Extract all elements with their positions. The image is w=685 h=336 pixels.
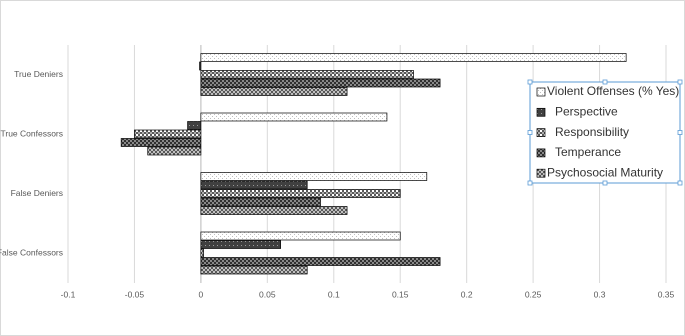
x-tick-label: 0.35 [658,289,675,299]
bar [200,231,401,241]
legend-label: Violent Offenses (% Yes) [547,84,679,98]
x-tick-label: 0.15 [392,289,409,299]
x-tick-label: -0.05 [125,289,145,299]
x-tick-label: 0.2 [461,289,473,299]
y-tick-label: True Confessors [0,129,63,139]
bar [200,206,348,215]
legend-label: Perspective [555,104,618,118]
legend-swatch [536,107,546,117]
selection-handle [602,79,608,85]
legend-swatch [536,168,546,178]
selection-handle [602,180,608,186]
selection-handle [527,180,533,186]
y-tick-label: False Deniers [11,188,63,198]
x-tick-label: 0.25 [525,289,542,299]
x-tick-label: 0.3 [594,289,606,299]
bar [147,146,202,156]
bar [200,240,281,249]
bar [200,70,414,79]
bar [200,112,388,122]
bar [187,121,202,130]
selection-handle [527,130,533,135]
bar [200,172,428,181]
legend-label: Temperance [555,145,621,159]
bar [200,265,308,275]
legend-label: Psychosocial Maturity [547,165,663,179]
selection-handle [677,79,683,85]
selection-handle [527,79,533,85]
bar [200,78,441,88]
x-tick-label: -0.1 [61,289,76,299]
y-tick-label: True Deniers [14,69,63,79]
bar [200,87,348,96]
legend-label: Responsibility [555,125,629,139]
legend-swatch [536,128,546,137]
y-tick-label: False Confessors [0,248,63,258]
bar [200,248,204,258]
bar [200,197,321,207]
bar [134,129,202,139]
bar [199,61,202,71]
legend-swatch [536,87,546,97]
x-tick-label: 0.05 [259,289,276,299]
bar [120,138,202,147]
selection-handle [677,180,683,186]
legend-box [529,81,681,184]
bar [200,180,308,190]
legend-swatch [536,148,546,158]
bar [200,189,401,198]
bar [200,53,627,62]
bar [200,257,441,266]
x-tick-label: 0 [199,289,204,299]
x-tick-label: 0.1 [328,289,340,299]
selection-handle [677,130,683,135]
